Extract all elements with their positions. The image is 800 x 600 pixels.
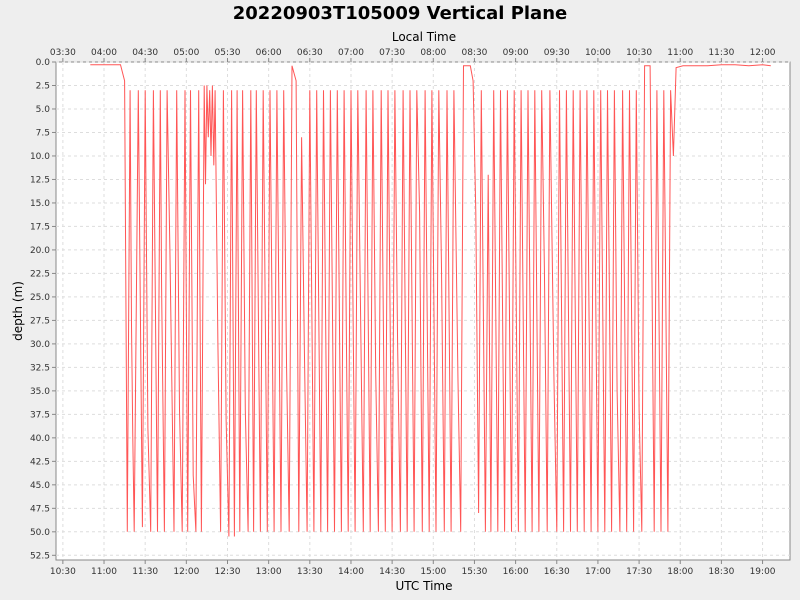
x-tick-label: 19:00 [750,567,776,577]
x-tick-label: 18:00 [667,567,693,577]
y-tick-label: 50.0 [30,528,50,538]
x-tick-label: 12:30 [215,567,241,577]
y-tick-label: 47.5 [30,504,50,514]
x2-tick-label: 05:30 [215,48,241,58]
y-tick-label: 17.5 [30,222,50,232]
y-tick-label: 10.0 [30,152,50,162]
tick-labels: 10:30 11:00 11:30 12:00 12:30 13:00 13:30 14:00… [30,48,776,577]
x2-tick-label: 09:00 [503,48,529,58]
x2-tick-label: 11:30 [708,48,734,58]
x-tick-label: 11:30 [132,567,158,577]
x-tick-label: 10:30 [50,567,76,577]
x2-tick-label: 07:00 [338,48,364,58]
x2-tick-label: 05:00 [173,48,199,58]
series-line-0 [90,64,771,537]
x-tick-label: 15:30 [461,567,487,577]
x2-tick-label: 09:30 [544,48,570,58]
x2-tick-label: 08:00 [420,48,446,58]
x-axis-label: UTC Time [396,579,453,593]
x-tick-label: 17:00 [585,567,611,577]
y-tick-label: 12.5 [30,175,50,185]
x2-tick-label: 03:30 [50,48,76,58]
x2-tick-label: 06:00 [256,48,282,58]
top-axis-label: Local Time [392,30,456,44]
x-tick-label: 11:00 [91,567,117,577]
x2-tick-label: 08:30 [461,48,487,58]
x-tick-label: 12:00 [173,567,199,577]
x2-tick-label: 06:30 [297,48,323,58]
x-tick-label: 14:00 [338,567,364,577]
x2-tick-label: 10:30 [626,48,652,58]
y-tick-label: 45.0 [30,481,50,491]
y-tick-label: 40.0 [30,434,50,444]
y-tick-label: 27.5 [30,316,50,326]
x-tick-label: 13:00 [256,567,282,577]
y-tick-label: 37.5 [30,410,50,420]
y-tick-label: 52.5 [30,551,50,561]
y-tick-label: 30.0 [30,340,50,350]
y-tick-label: 5.0 [36,105,51,115]
y-tick-label: 42.5 [30,457,50,467]
x2-tick-label: 10:00 [585,48,611,58]
x2-tick-label: 04:30 [132,48,158,58]
y-tick-label: 25.0 [30,293,50,303]
x2-tick-label: 04:00 [91,48,117,58]
x-tick-label: 17:30 [626,567,652,577]
x-tick-label: 18:30 [708,567,734,577]
y-tick-label: 32.5 [30,363,50,373]
y-tick-label: 22.5 [30,269,50,279]
x-tick-label: 15:00 [420,567,446,577]
x-tick-label: 13:30 [297,567,323,577]
y-tick-label: 35.0 [30,387,50,397]
y-tick-label: 0.0 [36,58,51,68]
y-tick-label: 2.5 [36,81,50,91]
x-tick-label: 16:30 [544,567,570,577]
x-tick-label: 16:00 [503,567,529,577]
y-tick-label: 20.0 [30,246,50,256]
y-tick-label: 15.0 [30,199,50,209]
y-axis-label: depth (m) [11,281,25,341]
x2-tick-label: 07:30 [379,48,405,58]
x-tick-label: 14:30 [379,567,405,577]
x2-tick-label: 11:00 [667,48,693,58]
x2-tick-label: 12:00 [750,48,776,58]
data-series [90,64,771,537]
y-tick-label: 7.5 [36,128,50,138]
chart-title: 20220903T105009 Vertical Plane [233,3,567,24]
